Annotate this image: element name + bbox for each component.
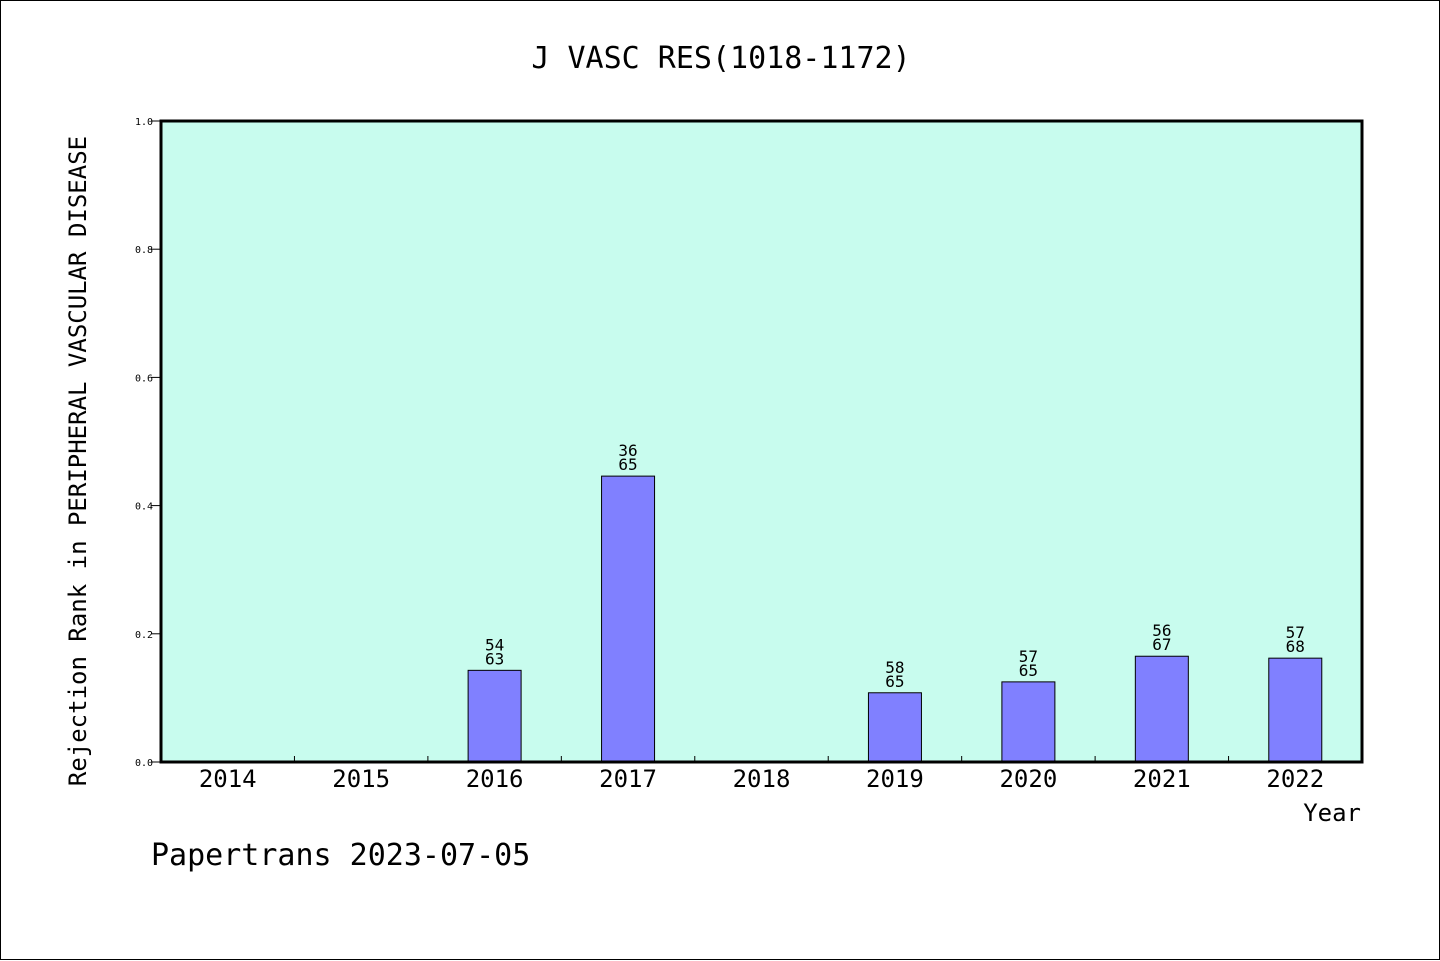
bar-2017 xyxy=(601,475,656,763)
x-axis: 2014 2015 2016 2017 2018 2019 2020 2021 2022 xyxy=(199,756,1324,793)
plot-border xyxy=(159,119,1364,764)
bar-label-total: 65 xyxy=(1019,661,1038,680)
x-tick-label: 2019 xyxy=(866,765,924,793)
y-tick-label: 0.0 xyxy=(135,758,153,769)
footer-date-stamp: Papertrans 2023-07-05 xyxy=(151,838,530,873)
bar-label-total: 68 xyxy=(1286,637,1305,656)
bar-2020 xyxy=(1001,681,1056,763)
y-tick-label: 1.0 xyxy=(135,117,153,128)
y-tick-label: 0.2 xyxy=(135,630,153,641)
y-tick-label: 0.4 xyxy=(135,502,153,513)
bar-label-rank: 57 xyxy=(1286,623,1305,642)
bar-label-rank: 56 xyxy=(1152,621,1171,640)
bar-label-rank: 57 xyxy=(1019,647,1038,666)
x-axis-title: Year xyxy=(1303,799,1361,827)
bar-label-rank: 58 xyxy=(885,658,904,677)
x-tick-label: 2020 xyxy=(999,765,1057,793)
x-tick-label: 2016 xyxy=(466,765,524,793)
bar-2016 xyxy=(467,669,522,763)
bars-layer xyxy=(467,475,1323,763)
plot-area xyxy=(161,121,1362,762)
bar-label-total: 65 xyxy=(885,672,904,691)
bar-label-rank: 54 xyxy=(485,635,504,654)
y-axis-title: Rejection Rank in PERIPHERAL VASCULAR DI… xyxy=(64,136,92,786)
bar-2022 xyxy=(1268,657,1323,763)
bar-label-total: 63 xyxy=(485,649,504,668)
bar-label-rank: 36 xyxy=(618,441,637,460)
bar-2021 xyxy=(1134,655,1189,763)
x-tick-label: 2022 xyxy=(1266,765,1324,793)
bar-label-total: 67 xyxy=(1152,635,1171,654)
bar-2019 xyxy=(867,692,922,763)
y-axis: 0.0 0.2 0.4 0.6 0.8 1.0 xyxy=(135,117,161,769)
x-tick-label: 2014 xyxy=(199,765,257,793)
chart-title: J VASC RES(1018-1172) xyxy=(531,41,910,76)
bar-label-total: 65 xyxy=(618,455,637,474)
y-tick-label: 0.8 xyxy=(135,245,153,256)
y-tick-label: 0.6 xyxy=(135,373,153,384)
x-tick-label: 2018 xyxy=(733,765,791,793)
x-tick-label: 2021 xyxy=(1133,765,1191,793)
x-tick-label: 2017 xyxy=(599,765,657,793)
x-tick-label: 2015 xyxy=(332,765,390,793)
